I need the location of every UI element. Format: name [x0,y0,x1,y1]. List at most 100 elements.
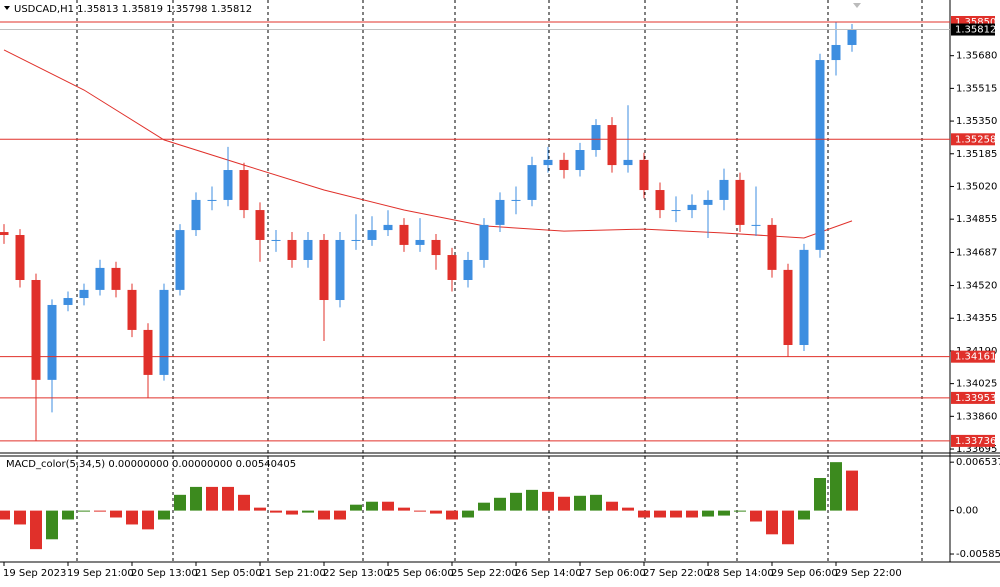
period-separators [76,0,923,562]
level-label-box [951,350,995,363]
histogram-bar [366,501,378,511]
y-tick-label: 1.35515 [956,83,997,94]
candle-body [415,239,425,245]
x-tick-label: 20 Sep 13:00 [131,568,198,579]
candle-body [511,199,521,201]
histogram-bar [110,510,122,518]
candle-body [703,199,713,205]
y-tick-label: 1.34520 [956,281,997,292]
y-tick-label: 1.34025 [956,379,997,390]
histogram-bar [94,510,106,512]
x-tick-label: 27 Sep 06:00 [579,568,646,579]
y-tick-label: 1.35680 [956,51,997,62]
y-tick-label: 0.00 [956,506,978,517]
x-tick-label: 21 Sep 05:00 [195,568,262,579]
histogram-bar [270,510,282,513]
candle-body [559,159,569,171]
candle-body [47,304,57,380]
x-tick-label: 21 Sep 21:00 [259,568,326,579]
histogram-bar [654,510,666,518]
histogram-bar [750,510,762,522]
histogram-bar [62,510,74,520]
level-label-box [951,434,995,447]
candle-body [431,239,441,256]
menu-triangle [4,6,10,10]
histogram-bar [318,510,330,520]
histogram-bar [702,510,714,517]
candle-body [447,255,457,280]
histogram-bar [398,507,410,511]
candle-body [79,289,89,299]
histogram-bar [782,510,794,545]
histogram-bar [622,507,634,511]
candle-body [367,230,377,240]
y-tick-label: 1.33860 [956,411,997,422]
chart-title: USDCAD,H1 1.35813 1.35819 1.35798 1.3581… [14,4,252,15]
histogram-bar [382,501,394,511]
candle-body [495,199,505,225]
candle-body [255,210,265,240]
y-tick-label: 1.35020 [956,181,997,192]
y-tick-label: -0.005858 [956,549,1000,560]
level-label-box [951,391,995,404]
histogram-bar [846,470,858,511]
histogram-bar [686,510,698,518]
candle-body [591,125,601,151]
moving-average [3,49,853,239]
histogram-bar [558,496,570,511]
histogram-bar [286,510,298,515]
histogram-bar [174,494,186,511]
histogram-bar [126,510,138,525]
level-label: 1.33736 [955,436,996,447]
histogram-bar [238,494,250,511]
candle-body [15,235,25,280]
candle-body [271,239,281,241]
histogram-bar [814,478,826,511]
histogram-bar [590,494,602,511]
histogram-bar [350,504,362,511]
candle-body [799,249,809,345]
y-tick-label: 0.0065377 [956,457,1000,468]
candle-body [335,239,345,301]
histogram-bar [766,510,778,535]
candle-body [463,259,473,280]
candle-body [175,230,185,290]
candle-body [847,29,857,45]
histogram-bar [526,489,538,511]
candle-body [719,179,729,200]
histogram-bar [574,495,586,511]
histogram-bar [142,510,154,530]
histogram-bar [638,510,650,518]
last-price-box [951,23,995,36]
histogram-bar [222,486,234,511]
x-tick-label: 26 Sep 14:00 [515,568,582,579]
candle-body [479,224,489,260]
histogram-bar [414,510,426,512]
x-tick-label: 25 Sep 06:00 [387,568,454,579]
y-tick-label: 1.35185 [956,149,997,160]
candle-body [0,232,9,236]
histogram-bar [478,502,490,511]
candle-body [735,179,745,225]
candle-body [223,170,233,200]
candle-body [303,239,313,260]
x-tick-label: 19 Sep 2023 [3,568,66,579]
x-tick-label: 28 Sep 14:00 [707,568,774,579]
candle-body [655,190,665,211]
level-label: 1.33953 [955,393,996,404]
candle-body [143,329,153,375]
histogram-bar [798,510,810,520]
candle-body [383,224,393,231]
level-label-box [951,133,995,146]
x-tick-label: 22 Sep 13:00 [323,568,390,579]
histogram-bar [494,497,506,511]
histogram-bar [734,510,746,512]
candle-body [767,224,777,270]
histogram-bar [462,510,474,518]
histogram-bar [14,510,26,525]
candle-body [351,239,361,241]
candle-body [543,159,553,166]
y-tick-label: 1.34355 [956,313,997,324]
